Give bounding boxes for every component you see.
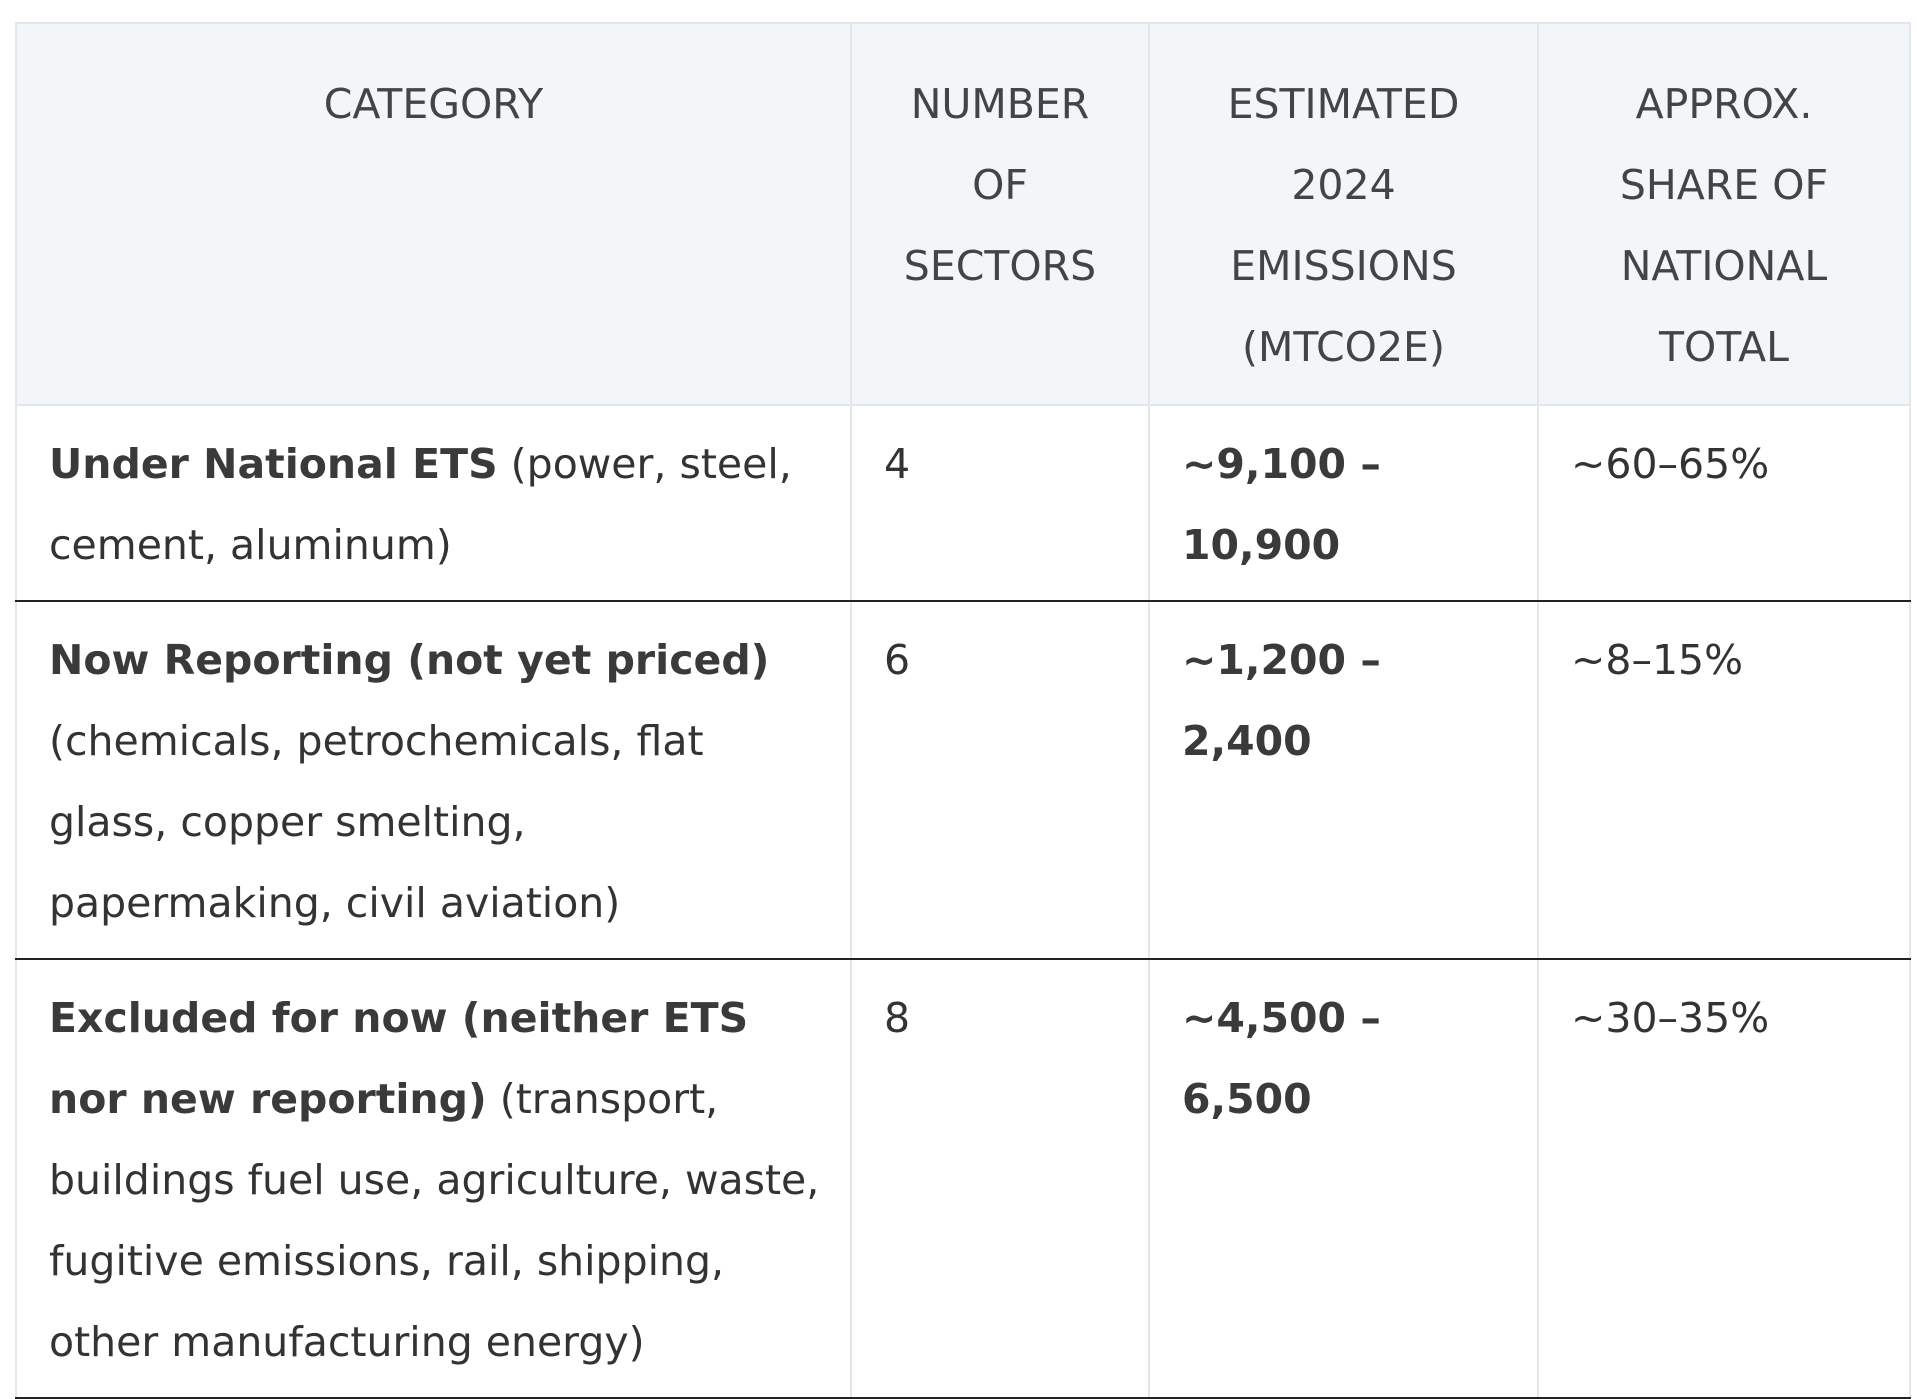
table-row: Now Reporting (not yet priced) (chemical… xyxy=(15,601,1911,960)
header-cell: APPROX. SHARE OF NATIONAL TOTAL xyxy=(1537,22,1911,406)
emissions-value: ~4,500 – 6,500 xyxy=(1182,994,1381,1123)
category-note: (transport, buildings fuel use, agricult… xyxy=(49,1075,820,1366)
category-name: Now Reporting (not yet priced) xyxy=(49,636,770,684)
category-cell: Excluded for now (neither ETS nor new re… xyxy=(15,959,852,1399)
emissions-value: ~9,100 – 10,900 xyxy=(1182,440,1381,569)
emissions-value: ~1,200 – 2,400 xyxy=(1182,636,1381,765)
category-name: Under National ETS xyxy=(49,440,498,488)
emissions-cell: ~1,200 – 2,400 xyxy=(1148,601,1539,960)
share-cell: ~30–35% xyxy=(1537,959,1911,1399)
table-row: Under National ETS (power, steel, cement… xyxy=(15,405,1911,602)
category-note: (power, steel, cement, aluminum) xyxy=(49,440,792,569)
category-name: Excluded for now (neither ETS nor new re… xyxy=(49,994,749,1123)
category-cell: Under National ETS (power, steel, cement… xyxy=(15,405,852,602)
sectors-cell: 8 xyxy=(850,959,1150,1399)
share-cell: ~60–65% xyxy=(1537,405,1911,602)
header-row: CATEGORY NUMBER OF SECTORS ESTIMATED 202… xyxy=(15,22,1911,406)
category-note: (chemicals, petrochemicals, flat glass, … xyxy=(49,717,704,927)
category-cell: Now Reporting (not yet priced) (chemical… xyxy=(15,601,852,960)
emissions-table: CATEGORY NUMBER OF SECTORS ESTIMATED 202… xyxy=(15,22,1911,1399)
header-cell: ESTIMATED 2024 EMISSIONS (MTCO2E) xyxy=(1148,22,1539,406)
emissions-cell: ~4,500 – 6,500 xyxy=(1148,959,1539,1399)
table-body: Under National ETS (power, steel, cement… xyxy=(15,405,1911,1399)
emissions-cell: ~9,100 – 10,900 xyxy=(1148,405,1539,602)
share-cell: ~8–15% xyxy=(1537,601,1911,960)
header-cell: CATEGORY xyxy=(15,22,852,406)
sectors-cell: 4 xyxy=(850,405,1150,602)
table-row: Excluded for now (neither ETS nor new re… xyxy=(15,959,1911,1399)
header-cell: NUMBER OF SECTORS xyxy=(850,22,1150,406)
sectors-cell: 6 xyxy=(850,601,1150,960)
